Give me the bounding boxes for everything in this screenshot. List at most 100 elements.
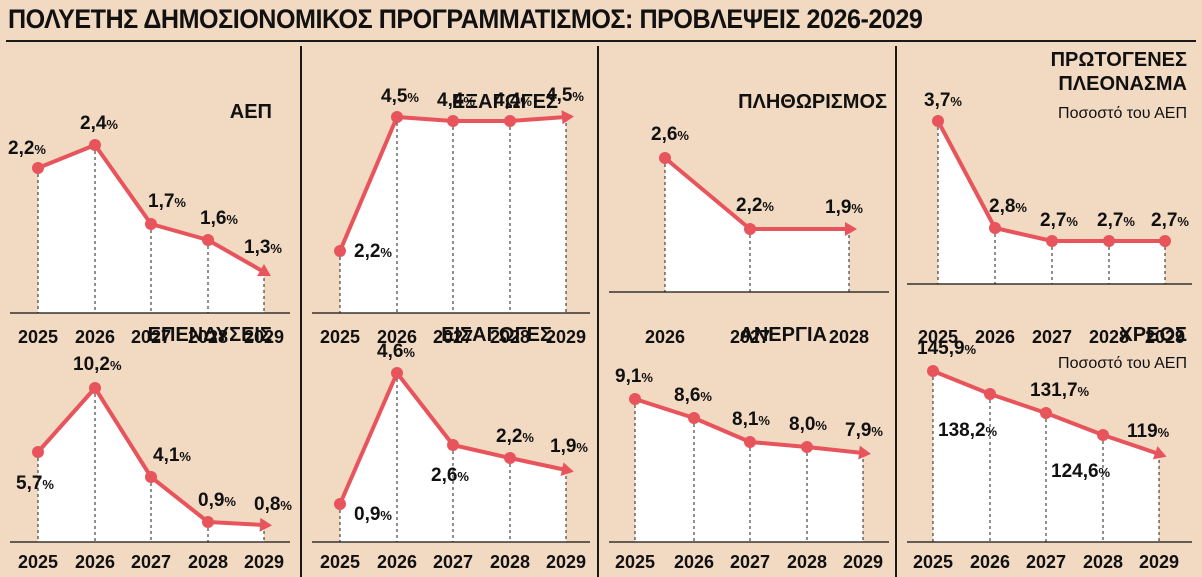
x-tick-label: 2027: [433, 327, 473, 347]
chart-title: ΕΠΕΝΔΥΣΕΙΣ: [148, 324, 272, 346]
data-label-unit: %: [758, 413, 770, 428]
data-label-unit: %: [677, 128, 689, 143]
data-label-value: 131,7: [1030, 380, 1078, 401]
data-point: [89, 139, 101, 151]
data-label-unit: %: [700, 389, 712, 404]
data-label-unit: %: [403, 345, 415, 360]
data-label-unit: %: [520, 94, 532, 109]
chart-title: ΑΝΕΡΓΙΑ: [739, 324, 827, 346]
x-tick-label: 2027: [1026, 552, 1066, 572]
chart-svg-gdp: 2,2%2,4%1,7%1,6%1,3%2025 2026 2027 2028 2029…: [8, 101, 290, 347]
data-label-unit: %: [576, 440, 588, 455]
data-point: [447, 439, 459, 451]
x-tick-label: 2026: [970, 552, 1010, 572]
data-label-value: 1,9: [550, 436, 576, 457]
data-label: 8,0%: [789, 414, 827, 435]
data-label-value: 2,7: [1040, 210, 1066, 231]
data-label-unit: %: [762, 199, 774, 214]
data-label-unit: %: [106, 117, 118, 132]
chart-panel-debt: 145,9% 138,2% 131,7% 124,6% 119% 2025 2026 2027…: [897, 306, 1197, 577]
data-point: [1046, 235, 1058, 247]
x-tick-label: 2025: [918, 327, 958, 347]
x-tick-label: 2026: [75, 327, 115, 347]
data-label-value: 145,9: [917, 338, 965, 359]
data-label: 8,1%: [732, 409, 770, 430]
data-point: [1040, 407, 1052, 419]
x-tick-label: 2029: [843, 552, 883, 572]
data-label-unit: %: [380, 245, 392, 260]
data-point: [145, 218, 157, 230]
chart-title: ΠΛΗΘΩΡΙΣΜΟΣ: [738, 91, 887, 113]
x-tick-label: 2026: [645, 327, 685, 347]
data-label-value: 1,3: [244, 237, 270, 258]
x-tick-label: 2029: [1139, 552, 1179, 572]
data-label: 4,4%: [437, 90, 475, 111]
data-label: 138,2%: [938, 420, 998, 441]
data-label-unit: %: [641, 370, 653, 385]
data-label-unit: %: [986, 424, 998, 439]
data-point: [447, 115, 459, 127]
chart-subtitle: Ποσοστό του ΑΕΠ: [1058, 355, 1187, 372]
column-divider-3: [895, 46, 897, 577]
data-label-value: 4,4: [494, 90, 521, 111]
data-point: [89, 382, 101, 394]
x-tick-label: 2029: [244, 552, 284, 572]
data-label: 2,2%: [8, 138, 46, 159]
data-label-value: 9,1: [615, 366, 642, 387]
data-label-value: 8,0: [789, 414, 815, 435]
x-tick-label: 2026: [377, 552, 417, 572]
data-label-value: 4,4: [437, 90, 464, 111]
data-label-value: 119: [1127, 421, 1158, 442]
data-label: 3,7%: [924, 90, 962, 111]
data-label-value: 4,5: [381, 86, 408, 107]
chart-subtitle: Ποσοστό του ΑΕΠ: [1058, 105, 1187, 122]
data-label-value: 0,9: [198, 490, 224, 511]
chart-svg-exports: 2,2%4,5% 4,4% 4,4% 4,5%2025 2026 2027 2028 2029…: [312, 85, 590, 347]
data-label: 2,8%: [989, 196, 1027, 217]
chart-title-line-1: ΠΡΩΤΟΓΕΝΕΣ: [1051, 49, 1187, 71]
chart-panel-imports: 0,9% 4,6% 2,6% 2,2% 1,9% 2025 2026 2027 2028 2029…: [302, 306, 597, 577]
data-label-value: 2,6: [431, 465, 457, 486]
x-tick-label: 2025: [18, 327, 58, 347]
data-point: [744, 436, 756, 448]
x-tick-label: 2029: [546, 552, 586, 572]
x-tick-label: 2028: [1089, 327, 1129, 347]
column-divider-1: [300, 46, 302, 577]
data-label-unit: %: [34, 142, 46, 157]
data-point: [1097, 429, 1109, 441]
data-label-value: 8,6: [674, 385, 700, 406]
data-point: [504, 115, 516, 127]
data-label-value: 7,9: [845, 420, 871, 441]
data-label-unit: %: [179, 449, 191, 464]
x-tick-label: 2028: [188, 327, 228, 347]
arrow-head: [560, 462, 574, 477]
data-point: [688, 412, 700, 424]
data-label: 0,9%: [354, 504, 392, 525]
data-label: 1,9%: [550, 436, 588, 457]
data-point: [202, 234, 214, 246]
data-label: 124,6%: [1051, 461, 1111, 482]
data-point: [32, 446, 44, 458]
data-point: [932, 115, 944, 127]
data-label: 1,3%: [244, 237, 282, 258]
data-point: [927, 365, 939, 377]
data-point: [391, 111, 403, 123]
data-point: [504, 452, 516, 464]
x-tick-label: 2026: [975, 327, 1015, 347]
arrow-head: [561, 110, 574, 125]
data-label-unit: %: [407, 90, 419, 105]
data-label: 8,6%: [674, 385, 712, 406]
data-label: 5,7%: [16, 473, 54, 494]
data-point: [744, 223, 756, 235]
data-label-value: 2,2: [354, 241, 380, 262]
arrow-head: [1152, 446, 1167, 460]
page-title: ΠΟΛΥΕΤΗΣ ΔΗΜΟΣΙΟΝΟΜΙΚΟΣ ΠΡΟΓΡΑΜΜΑΤΙΣΜΟΣ:…: [8, 4, 923, 34]
x-tick-label: 2028: [490, 327, 530, 347]
data-label-value: 2,7: [1097, 210, 1123, 231]
data-label-value: 1,6: [200, 208, 226, 229]
chart-panel-gdp: 2,2% 2,4% 1,7% 1,6% 1,3% 2025 2026 2027 2028 2029…: [0, 46, 296, 347]
data-label: 145,9%: [917, 338, 977, 359]
x-tick-label: 2025: [615, 552, 655, 572]
data-label: 4,4%: [494, 90, 532, 111]
